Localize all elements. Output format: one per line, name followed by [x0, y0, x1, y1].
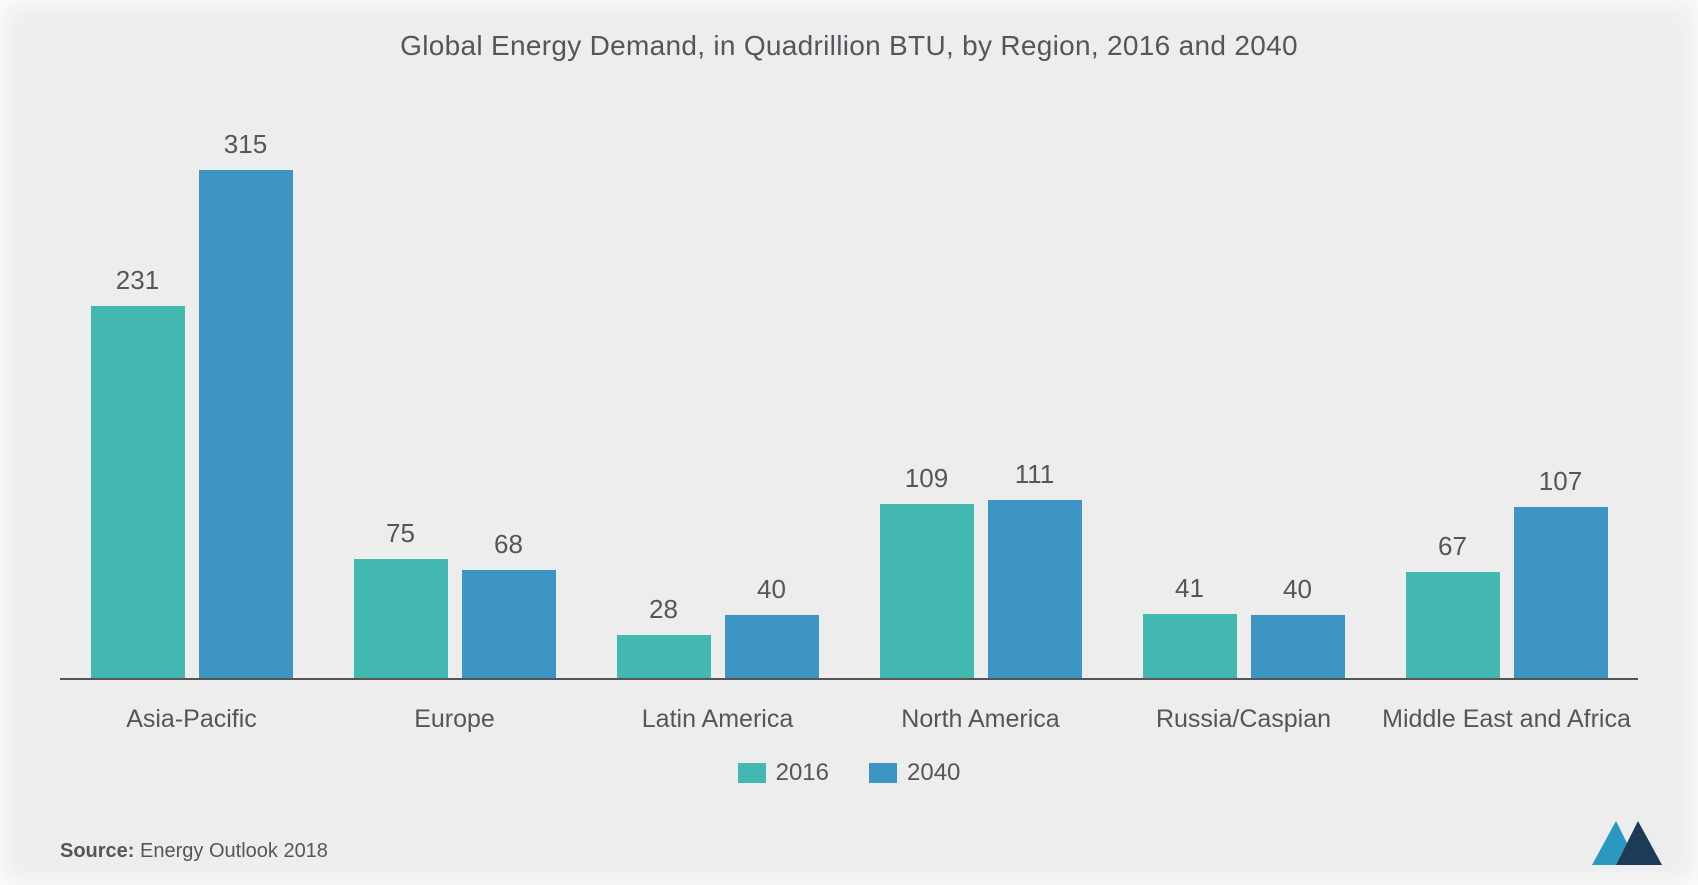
x-axis-label: Russia/Caspian	[1112, 704, 1375, 735]
bar-value-label: 67	[1438, 531, 1467, 572]
bar-value-label: 315	[224, 129, 267, 170]
legend-label-2016: 2016	[776, 759, 829, 787]
bar: 231	[91, 306, 185, 680]
bar-value-label: 75	[386, 518, 415, 559]
x-axis-labels: Asia-PacificEuropeLatin AmericaNorth Ame…	[60, 680, 1638, 735]
bar: 28	[617, 635, 711, 680]
legend-swatch-2040	[869, 763, 897, 783]
bar: 40	[725, 615, 819, 680]
bar: 75	[354, 559, 448, 680]
bar: 109	[880, 504, 974, 680]
x-axis-label: North America	[849, 704, 1112, 735]
bar: 68	[462, 570, 556, 680]
bar: 40	[1251, 615, 1345, 680]
bar-group: 4140	[1112, 90, 1375, 680]
bar-value-label: 40	[757, 574, 786, 615]
legend-swatch-2016	[738, 763, 766, 783]
plot-area: 23131575682840109111414067107	[60, 90, 1638, 680]
x-axis-label: Europe	[323, 704, 586, 735]
source-prefix: Source:	[60, 840, 134, 862]
x-axis-line	[60, 678, 1638, 680]
bar-value-label: 40	[1283, 574, 1312, 615]
x-axis-label: Latin America	[586, 704, 849, 735]
source-credit: Source: Energy Outlook 2018	[60, 840, 328, 863]
bar-value-label: 111	[1015, 459, 1055, 500]
legend-item-2040: 2040	[869, 759, 960, 787]
legend-label-2040: 2040	[907, 759, 960, 787]
chart-container: Global Energy Demand, in Quadrillion BTU…	[40, 20, 1658, 865]
bar-group: 109111	[849, 90, 1112, 680]
bar-group: 231315	[60, 90, 323, 680]
source-text: Energy Outlook 2018	[140, 840, 328, 862]
bar-group: 7568	[323, 90, 586, 680]
bar: 107	[1514, 507, 1608, 680]
bar: 315	[199, 170, 293, 680]
bar: 111	[988, 500, 1082, 680]
x-axis-label: Middle East and Africa	[1375, 704, 1638, 735]
legend-item-2016: 2016	[738, 759, 829, 787]
bar: 41	[1143, 614, 1237, 680]
bar-value-label: 109	[905, 463, 948, 504]
chart-title: Global Energy Demand, in Quadrillion BTU…	[40, 20, 1658, 90]
bar-group: 28 40	[586, 90, 849, 680]
x-axis-label: Asia-Pacific	[60, 704, 323, 735]
bar-value-label: 28	[649, 594, 678, 635]
bar-group: 67107	[1375, 90, 1638, 680]
bar-value-label: 41	[1175, 573, 1204, 614]
bar-value-label: 68	[494, 529, 523, 570]
legend: 2016 2040	[40, 735, 1658, 787]
brand-logo-icon	[1592, 821, 1662, 865]
bar-value-label: 107	[1539, 466, 1582, 507]
bar-value-label: 231	[116, 265, 159, 306]
bar: 67	[1406, 572, 1500, 680]
